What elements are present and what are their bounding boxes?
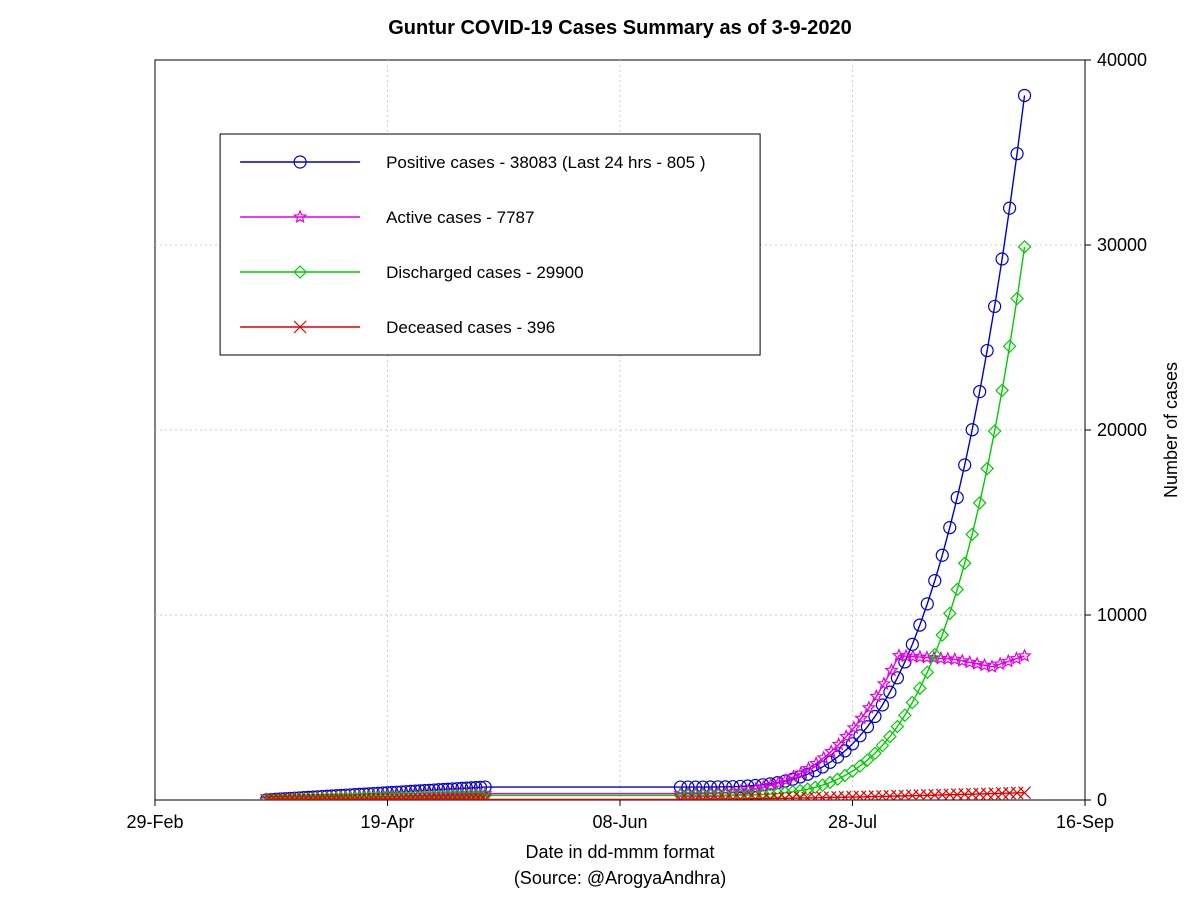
- x-tick-label: 08-Jun: [592, 812, 647, 832]
- y-tick-label: 40000: [1097, 50, 1147, 70]
- covid-cases-chart: Guntur COVID-19 Cases Summary as of 3-9-…: [0, 0, 1200, 900]
- chart-container: Guntur COVID-19 Cases Summary as of 3-9-…: [0, 0, 1200, 900]
- x-tick-label: 28-Jul: [828, 812, 877, 832]
- legend-label-deceased: Deceased cases - 396: [386, 318, 555, 337]
- chart-title: Guntur COVID-19 Cases Summary as of 3-9-…: [388, 17, 852, 39]
- y-tick-label: 20000: [1097, 420, 1147, 440]
- legend-label-active: Active cases - 7787: [386, 208, 534, 227]
- x-tick-label: 29-Feb: [126, 812, 183, 832]
- x-tick-label: 19-Apr: [360, 812, 414, 832]
- legend-label-discharged: Discharged cases - 29900: [386, 263, 584, 282]
- x-axis-sublabel: (Source: @ArogyaAndhra): [514, 868, 726, 888]
- legend: Positive cases - 38083 (Last 24 hrs - 80…: [220, 134, 760, 355]
- y-tick-label: 30000: [1097, 235, 1147, 255]
- x-axis-label: Date in dd-mmm format: [525, 842, 714, 862]
- y-axis-label: Number of cases: [1161, 362, 1181, 498]
- y-tick-label: 0: [1097, 790, 1107, 810]
- y-tick-label: 10000: [1097, 605, 1147, 625]
- legend-label-positive: Positive cases - 38083 (Last 24 hrs - 80…: [386, 153, 705, 172]
- x-tick-label: 16-Sep: [1056, 812, 1114, 832]
